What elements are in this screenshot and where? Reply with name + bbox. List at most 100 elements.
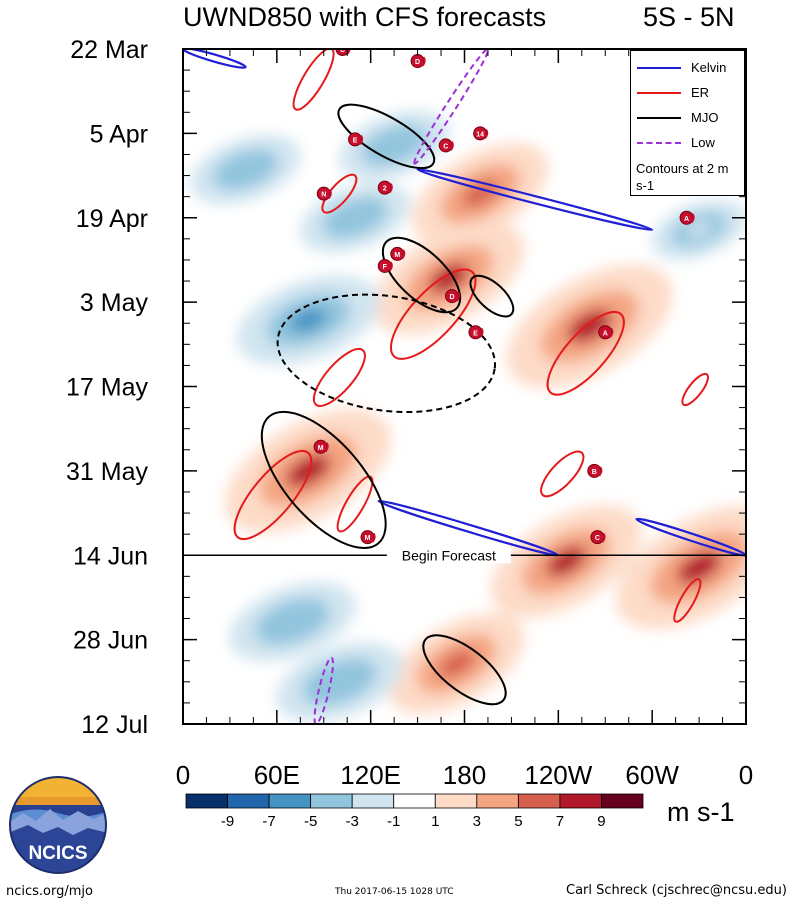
legend-item-kelvin: Kelvin (637, 60, 743, 76)
colorbar-label: -7 (262, 813, 275, 830)
contour-er (336, 475, 374, 533)
legend-label-kelvin: Kelvin (691, 60, 727, 75)
contour-er (292, 49, 335, 111)
contour-er (673, 578, 702, 623)
storm-label: C (340, 47, 345, 54)
legend-swatch-er (637, 92, 681, 94)
storm-label: 14 (476, 131, 484, 138)
legend-swatch-mjo (637, 117, 681, 119)
storm-tail-icon (401, 249, 406, 260)
contour-er (681, 372, 709, 407)
colorbar-swatch (310, 793, 353, 809)
colorbar-label: -3 (346, 813, 359, 830)
storm-tail-icon (359, 134, 364, 145)
colorbar-swatch (476, 793, 519, 809)
storm-tail-icon (371, 532, 376, 543)
wave-contours (183, 49, 746, 724)
storm-label: M (394, 252, 400, 259)
colorbar-swatch (393, 793, 436, 809)
storm-tail-icon (450, 140, 454, 151)
contour-mjo (276, 293, 497, 414)
x-tick-label: 120E (340, 760, 401, 790)
footer-url: ncics.org/mjo (6, 884, 93, 899)
legend-item-low: Low (637, 135, 743, 151)
anomaly-core (462, 180, 499, 207)
colorbar-label: 1 (431, 813, 439, 830)
y-tick-label: 3 May (80, 289, 149, 317)
storm-tail-icon (479, 327, 484, 338)
contour-er (312, 348, 366, 407)
x-tick-label: 0 (739, 760, 753, 790)
anomaly-core (677, 550, 722, 584)
storm-marker: M (360, 530, 376, 545)
storm-marker: M (390, 246, 406, 261)
y-tick-label: 12 Jul (81, 711, 148, 739)
contour-kelvin (635, 517, 746, 557)
storm-marker: A (598, 325, 614, 340)
begin-forecast-label-bg (386, 547, 511, 564)
ncics-logo: NCICS (9, 776, 107, 874)
storm-marker: 2 (377, 180, 393, 195)
storm-marker: N (316, 186, 332, 201)
colorbar-label: 7 (556, 813, 564, 830)
colorbar-label: -1 (387, 813, 400, 830)
contour-mjo (422, 634, 507, 706)
contour-er (540, 450, 585, 498)
contour-er (546, 311, 625, 396)
colorbar: -9 -7 -5 -3 -1 1 3 5 7 9 (185, 793, 644, 830)
anomaly-core (438, 650, 475, 678)
contour-er (233, 449, 313, 541)
legend-swatch-kelvin (637, 67, 681, 69)
contour-mjo (337, 103, 436, 170)
storm-tail-icon (609, 327, 614, 338)
colorbar-label: 5 (514, 813, 522, 830)
colorbar-swatch (351, 793, 395, 809)
legend-label-low: Low (691, 135, 715, 150)
storm-marker: C (438, 138, 454, 153)
storm-icon (335, 49, 350, 56)
storm-label: E (353, 137, 358, 144)
storm-label: 2 (383, 186, 387, 193)
storm-tail-icon (598, 466, 603, 477)
anomaly-core (567, 309, 612, 343)
contour-kelvin (416, 168, 654, 232)
anomaly-core (230, 160, 261, 179)
x-tick-label: 60E (254, 760, 300, 790)
colorbar-label: -5 (304, 813, 317, 830)
storm-label: C (595, 535, 600, 542)
storm-marker: F (377, 258, 393, 273)
storm-tail-icon (456, 291, 461, 302)
colorbar-swatch (601, 793, 644, 809)
storm-label: M (365, 535, 371, 542)
contour-kelvin (183, 49, 247, 69)
x-tick-label: 120W (524, 760, 592, 790)
anomaly-core (379, 136, 409, 155)
legend-label-mjo: MJO (691, 110, 719, 125)
y-tick-label: 19 Apr (76, 205, 148, 233)
storm-tail-icon (324, 442, 329, 453)
anomaly-core (275, 611, 310, 633)
footer-timestamp: Thu 2017-06-15 1028 UTC (335, 887, 454, 897)
contour-low (413, 49, 490, 165)
storm-label: E (473, 330, 478, 337)
anomaly-core (686, 221, 712, 238)
y-tick-label: 31 May (66, 458, 148, 486)
storm-tail-icon (421, 56, 426, 67)
storm-marker: 14 (473, 126, 489, 141)
anomaly-core (286, 454, 331, 488)
storm-label: A (603, 330, 608, 337)
contour-er (321, 173, 358, 214)
storm-marker: B (587, 463, 603, 478)
legend: Kelvin ER MJO Low Contours at 2 m s-1 (630, 50, 745, 196)
chart-title: UWND850 with CFS forecasts (183, 2, 547, 32)
region-label: 5S - 5N (643, 2, 735, 32)
x-tick-label: 180 (443, 760, 486, 790)
y-tick-label: 5 Apr (90, 120, 148, 148)
colorbar-swatch (517, 793, 561, 809)
storm-marker: A (679, 210, 695, 225)
storm-label: F (383, 264, 388, 271)
anomaly-field (190, 110, 746, 722)
colorbar-label: 9 (597, 813, 605, 830)
y-tick-label: 28 Jun (73, 627, 148, 655)
contour-note: Contours at 2 m s-1 (636, 161, 729, 193)
